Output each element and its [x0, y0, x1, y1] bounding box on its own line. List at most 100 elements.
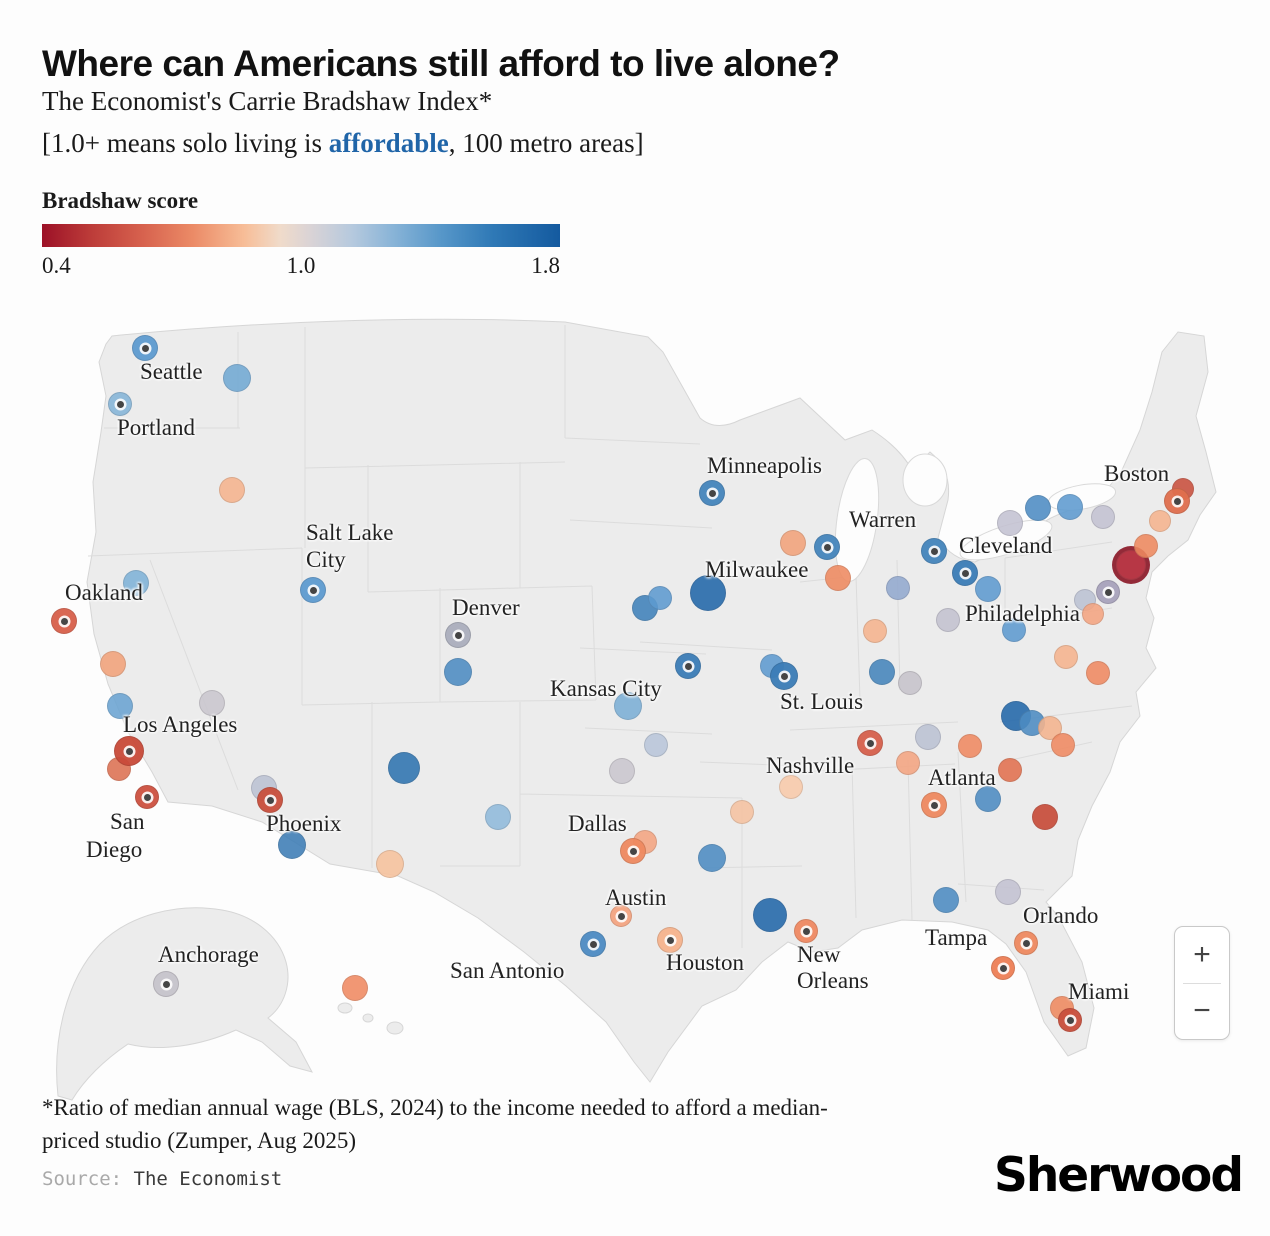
city-label: Nashville [766, 753, 855, 778]
hawaii-island [362, 1013, 374, 1023]
metro-dot[interactable] [958, 734, 982, 758]
metro-dot[interactable] [644, 733, 668, 757]
metro-dot[interactable] [1014, 931, 1038, 955]
metro-dot[interactable] [933, 887, 959, 913]
metro-dot[interactable] [921, 538, 947, 564]
metro-dot-center [266, 796, 274, 804]
metro-dot[interactable] [675, 653, 701, 679]
metro-dot[interactable] [814, 534, 840, 560]
metro-dot[interactable] [921, 792, 947, 818]
metro-dot[interactable] [388, 752, 420, 784]
metro-dot[interactable] [863, 619, 887, 643]
source-line: Source: The Economist [42, 1168, 282, 1190]
metro-dot[interactable] [886, 576, 910, 600]
metro-dot[interactable] [257, 787, 283, 813]
metro-dot[interactable] [730, 800, 754, 824]
metro-dot[interactable] [857, 730, 883, 756]
city-label: Portland [117, 415, 195, 440]
metro-dot[interactable] [998, 758, 1022, 782]
metro-dot[interactable] [223, 364, 251, 392]
metro-dot[interactable] [1082, 603, 1104, 625]
metro-dot[interactable] [609, 758, 635, 784]
metro-dot[interactable] [936, 608, 960, 632]
metro-dot[interactable] [580, 931, 606, 957]
metro-dot[interactable] [620, 838, 646, 864]
metro-dot-center [823, 543, 831, 551]
metro-dot[interactable] [690, 575, 726, 611]
metro-dot[interactable] [975, 576, 1001, 602]
metro-dot[interactable] [219, 477, 245, 503]
subtitle-bracket: [1.0+ means solo living is affordable, 1… [42, 128, 644, 159]
metro-dot-center [1104, 588, 1112, 596]
metro-dot[interactable] [1051, 733, 1075, 757]
metro-dot[interactable] [915, 724, 941, 750]
metro-dot[interactable] [780, 530, 806, 556]
zoom-out-button[interactable]: − [1175, 984, 1229, 1040]
metro-dot[interactable] [100, 651, 126, 677]
metro-dot-center [1066, 1016, 1074, 1024]
metro-dot[interactable] [1025, 495, 1051, 521]
zoom-in-button[interactable]: + [1175, 927, 1229, 983]
metro-dot[interactable] [51, 608, 77, 634]
metro-dot[interactable] [1149, 510, 1171, 532]
metro-dot[interactable] [1054, 645, 1078, 669]
metro-dot[interactable] [278, 831, 306, 859]
metro-dot[interactable] [445, 622, 471, 648]
metro-dot[interactable] [485, 804, 511, 830]
footnote-line-1: *Ratio of median annual wage (BLS, 2024)… [42, 1095, 828, 1120]
metro-dot[interactable] [614, 692, 642, 720]
metro-dot[interactable] [753, 898, 787, 932]
metro-dot[interactable] [153, 971, 179, 997]
metro-dot-center [589, 940, 597, 948]
metro-dot[interactable] [975, 786, 1001, 812]
metro-dot[interactable] [1134, 534, 1158, 558]
metro-dot-center [1173, 497, 1181, 505]
city-label: Orleans [797, 968, 869, 993]
metro-dot[interactable] [991, 956, 1015, 980]
city-label: New [797, 942, 841, 967]
metro-dot[interactable] [794, 919, 818, 943]
metro-dot[interactable] [898, 671, 922, 695]
metro-dot[interactable] [342, 975, 368, 1001]
metro-dot[interactable] [108, 392, 132, 416]
metro-dot[interactable] [952, 560, 978, 586]
map-zoom-control: + − [1174, 926, 1230, 1040]
metro-dot[interactable] [123, 570, 149, 596]
metro-dot[interactable] [1164, 488, 1190, 514]
metro-dot[interactable] [107, 693, 133, 719]
metro-dot[interactable] [997, 510, 1023, 536]
city-label: Seattle [140, 359, 203, 384]
metro-dot[interactable] [648, 586, 672, 610]
metro-dot[interactable] [896, 751, 920, 775]
metro-dot[interactable] [199, 690, 225, 716]
metro-dot[interactable] [1096, 580, 1120, 604]
metro-dot[interactable] [779, 775, 803, 799]
metro-dot[interactable] [114, 736, 144, 766]
colorbar-ticks: 0.4 1.0 1.8 [42, 253, 560, 279]
metro-dot[interactable] [1086, 661, 1110, 685]
metro-dot[interactable] [770, 662, 798, 690]
metro-dot[interactable] [1058, 1008, 1082, 1032]
metro-dot[interactable] [135, 785, 159, 809]
affordable-highlight: affordable [328, 128, 449, 158]
city-label: Dallas [568, 811, 627, 836]
metro-dot-center [309, 586, 317, 594]
metro-dot[interactable] [444, 658, 472, 686]
metro-dot[interactable] [657, 927, 683, 953]
metro-dot[interactable] [376, 850, 404, 878]
metro-dot[interactable] [1057, 494, 1083, 520]
city-label: Warren [849, 507, 917, 532]
metro-dot[interactable] [132, 335, 158, 361]
metro-dot[interactable] [610, 905, 632, 927]
metro-dot[interactable] [698, 844, 726, 872]
metro-dot[interactable] [1091, 505, 1115, 529]
metro-dot[interactable] [1032, 804, 1058, 830]
metro-dot[interactable] [869, 659, 895, 685]
metro-dot[interactable] [825, 565, 851, 591]
metro-dot[interactable] [1002, 618, 1026, 642]
metro-dot[interactable] [995, 879, 1021, 905]
metro-dot[interactable] [300, 577, 326, 603]
metro-dot[interactable] [699, 480, 725, 506]
city-label: Austin [605, 885, 667, 910]
